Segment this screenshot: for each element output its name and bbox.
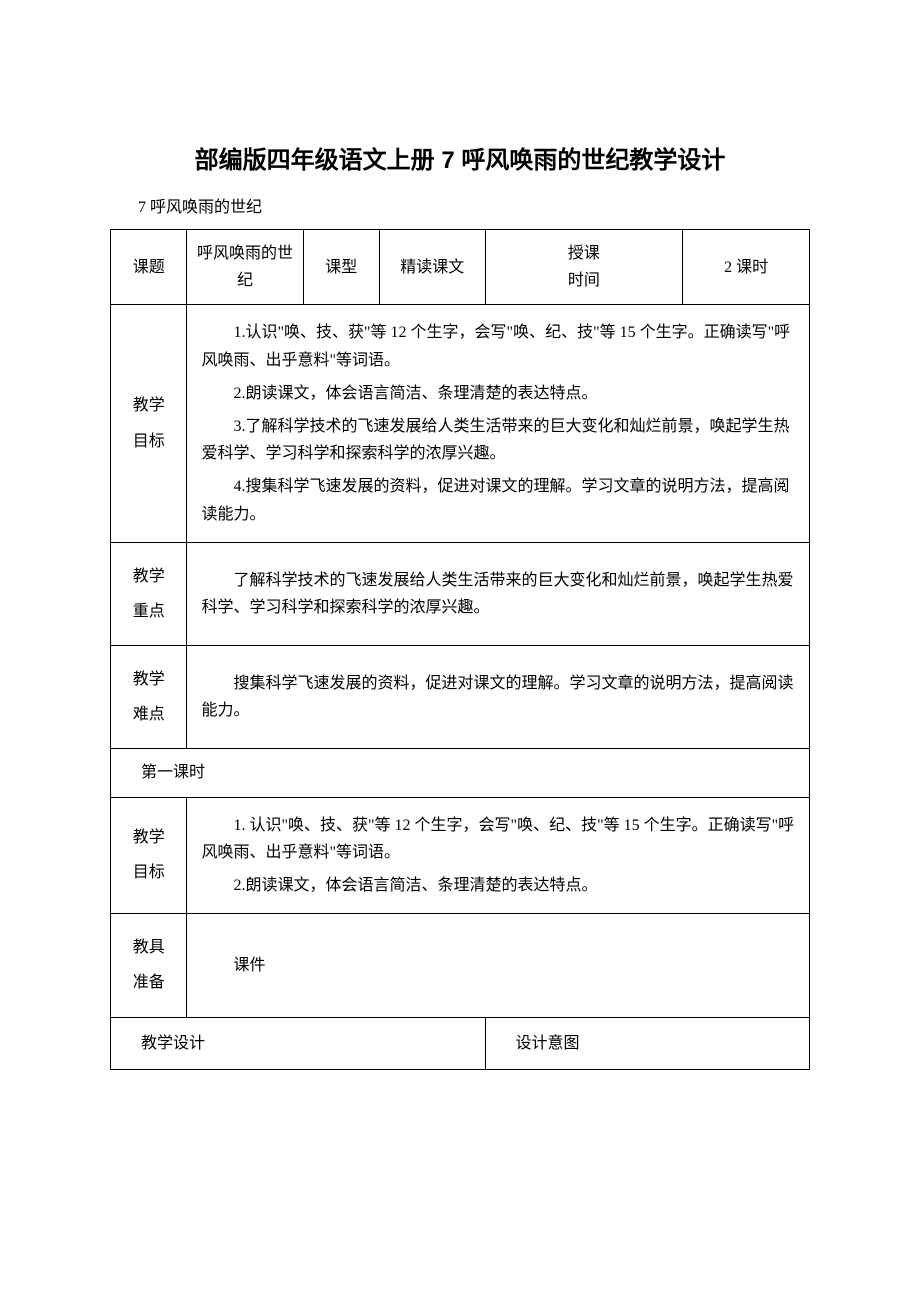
content-goals: 1.认识"唤、技、获"等 12 个生字，会写"唤、纪、技"等 15 个生字。正确…	[187, 305, 810, 542]
section-header: 第一课时	[111, 749, 810, 797]
table-row: 教学目标 1. 认识"唤、技、获"等 12 个生字，会写"唤、纪、技"等 15 …	[111, 797, 810, 914]
table-row: 教学重点 了解科学技术的飞速发展给人类生活带来的巨大变化和灿烂前景，唤起学生热爱…	[111, 542, 810, 645]
label-goals: 教学目标	[111, 305, 187, 542]
subtitle: 7 呼风唤雨的世纪	[138, 193, 810, 217]
content-key: 了解科学技术的飞速发展给人类生活带来的巨大变化和灿烂前景，唤起学生热爱科学、学习…	[187, 542, 810, 645]
label-goals2: 教学目标	[111, 797, 187, 914]
label-kexing: 课型	[303, 230, 379, 305]
value-shijian: 2 课时	[683, 230, 810, 305]
label-difficulty: 教学难点	[111, 646, 187, 749]
label-key: 教学重点	[111, 542, 187, 645]
table-row: 教学目标 1.认识"唤、技、获"等 12 个生字，会写"唤、纪、技"等 15 个…	[111, 305, 810, 542]
label-tools: 教具准备	[111, 914, 187, 1017]
value-keti: 呼风唤雨的世纪	[187, 230, 303, 305]
goal-item: 2.朗读课文，体会语言简洁、条理清楚的表达特点。	[201, 380, 795, 407]
goal-item: 1.认识"唤、技、获"等 12 个生字，会写"唤、纪、技"等 15 个生字。正确…	[201, 319, 795, 373]
page-title: 部编版四年级语文上册 7 呼风唤雨的世纪教学设计	[110, 140, 810, 175]
content-goals2: 1. 认识"唤、技、获"等 12 个生字，会写"唤、纪、技"等 15 个生字。正…	[187, 797, 810, 914]
difficulty-text: 搜集科学飞速发展的资料，促进对课文的理解。学习文章的说明方法，提高阅读能力。	[201, 670, 795, 724]
lesson-plan-table: 课题 呼风唤雨的世纪 课型 精读课文 授课时间 2 课时 教学目标 1.认识"唤…	[110, 229, 810, 1070]
content-difficulty: 搜集科学飞速发展的资料，促进对课文的理解。学习文章的说明方法，提高阅读能力。	[187, 646, 810, 749]
value-kexing: 精读课文	[380, 230, 486, 305]
goal-item: 4.搜集科学飞速发展的资料，促进对课文的理解。学习文章的说明方法，提高阅读能力。	[201, 473, 795, 527]
table-row: 课题 呼风唤雨的世纪 课型 精读课文 授课时间 2 课时	[111, 230, 810, 305]
table-row: 第一课时	[111, 749, 810, 797]
label-design: 教学设计	[111, 1017, 486, 1069]
tools-text: 课件	[201, 952, 795, 979]
label-intent: 设计意图	[485, 1017, 809, 1069]
table-row: 教学难点 搜集科学飞速发展的资料，促进对课文的理解。学习文章的说明方法，提高阅读…	[111, 646, 810, 749]
key-text: 了解科学技术的飞速发展给人类生活带来的巨大变化和灿烂前景，唤起学生热爱科学、学习…	[201, 567, 795, 621]
goal-item: 1. 认识"唤、技、获"等 12 个生字，会写"唤、纪、技"等 15 个生字。正…	[201, 812, 795, 866]
content-tools: 课件	[187, 914, 810, 1017]
goal-item: 3.了解科学技术的飞速发展给人类生活带来的巨大变化和灿烂前景，唤起学生热爱科学、…	[201, 413, 795, 467]
table-row: 教学设计 设计意图	[111, 1017, 810, 1069]
label-keti: 课题	[111, 230, 187, 305]
label-shijian: 授课时间	[485, 230, 683, 305]
goal-item: 2.朗读课文，体会语言简洁、条理清楚的表达特点。	[201, 872, 795, 899]
table-row: 教具准备 课件	[111, 914, 810, 1017]
